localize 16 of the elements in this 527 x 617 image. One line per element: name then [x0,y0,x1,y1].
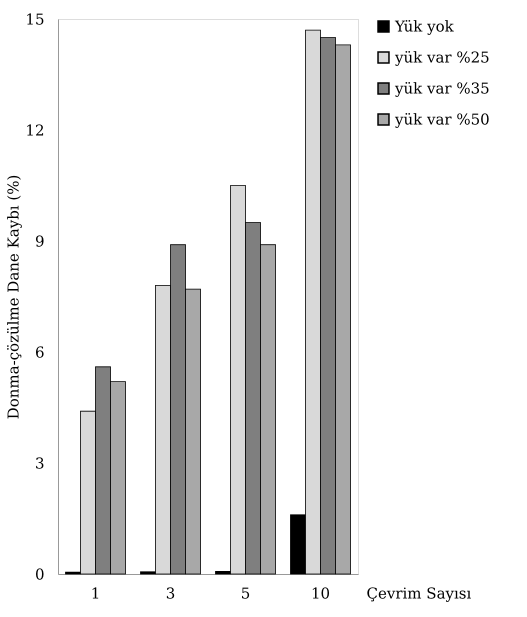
legend-label: Yük yok [394,18,455,36]
x-tick-label: 10 [310,584,330,602]
y-tick-label: 12 [25,122,44,140]
x-axis-title: Çevrim Sayısı [366,584,472,602]
y-tick-label: 0 [34,566,44,584]
y-tick-label: 15 [25,10,44,28]
x-tick-label: 1 [90,584,100,602]
x-tick-label: 5 [240,584,250,602]
y-tick-label: 9 [34,232,44,250]
legend-label: yük var %25 [394,48,490,66]
x-tick-label: 3 [166,584,176,602]
legend-label: yük var %50 [394,110,490,128]
y-tick-label: 6 [34,344,44,362]
y-tick-label: 3 [34,454,44,472]
legend-label: yük var %35 [394,80,490,98]
y-axis-title: Donma-çözülme Dane Kaybı (%) [4,174,22,420]
